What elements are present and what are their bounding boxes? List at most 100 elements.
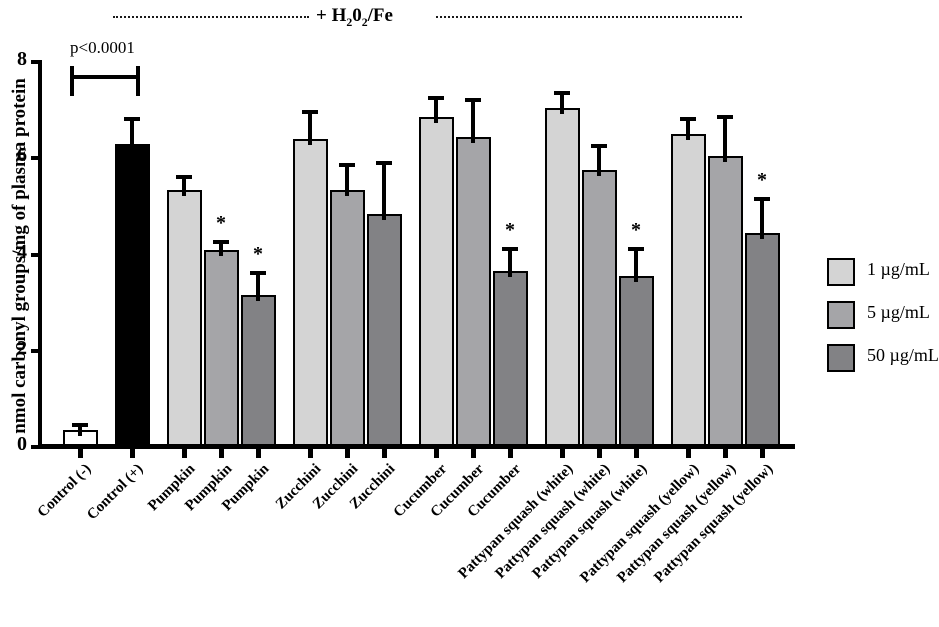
x-tick — [256, 449, 261, 458]
bar — [240, 295, 276, 446]
legend-swatch — [827, 301, 855, 329]
error-bar — [471, 98, 475, 143]
error-bar — [308, 110, 312, 145]
error-bar — [345, 163, 349, 196]
legend-swatch — [827, 344, 855, 372]
error-bar — [256, 271, 260, 302]
error-bar-cap — [428, 95, 444, 100]
bar — [492, 271, 528, 446]
x-tick — [760, 449, 765, 458]
error-bar — [560, 90, 564, 114]
error-bar — [597, 143, 601, 177]
bar — [670, 134, 706, 446]
error-bar-cap — [717, 114, 733, 119]
x-tick — [182, 449, 187, 458]
bar — [544, 107, 580, 446]
error-bar-cap — [250, 271, 266, 276]
bar — [292, 139, 328, 446]
error-bar-cap — [213, 240, 229, 245]
treatment-title-text: + H — [316, 5, 347, 26]
x-tick — [597, 449, 602, 458]
treatment-dotted-line-right — [436, 16, 742, 18]
error-bar — [182, 175, 186, 196]
x-axis-line — [38, 444, 795, 449]
y-axis-line — [38, 60, 42, 449]
error-bar-cap — [176, 175, 192, 180]
error-bar — [508, 247, 512, 278]
legend-swatch — [827, 258, 855, 286]
bar — [707, 155, 743, 446]
treatment-title: + H202/Fe — [316, 5, 393, 30]
x-tick — [382, 449, 387, 458]
x-tick — [686, 449, 691, 458]
error-bar — [760, 196, 764, 239]
y-tick-label: 4 — [17, 240, 27, 263]
error-bar — [723, 114, 727, 162]
error-bar-cap — [754, 196, 770, 201]
error-bar-cap — [376, 160, 392, 165]
bar — [618, 276, 654, 446]
y-tick-label: 8 — [17, 48, 27, 70]
error-bar — [634, 247, 638, 283]
x-tick — [308, 449, 313, 458]
significance-bracket-cap-right — [136, 66, 140, 96]
error-bar-cap — [680, 117, 696, 122]
significance-bracket-line — [70, 75, 140, 79]
bar — [166, 189, 202, 446]
y-tick-label: 2 — [17, 336, 27, 359]
error-bar — [78, 422, 82, 437]
bar — [744, 232, 780, 446]
bar — [455, 136, 491, 446]
error-bar-cap — [124, 117, 140, 122]
error-bar — [219, 240, 223, 256]
y-tick — [31, 252, 39, 257]
error-bar-cap — [72, 422, 88, 427]
error-bar-cap — [465, 98, 481, 103]
error-bar-cap — [302, 110, 318, 115]
error-bar-cap — [502, 247, 518, 252]
legend-item: 5 µg/mL — [827, 301, 939, 329]
treatment-dotted-line-left — [113, 16, 309, 18]
error-bar — [686, 117, 690, 141]
treatment-title-text: 0 — [352, 5, 362, 26]
x-tick — [434, 449, 439, 458]
legend-label: 1 µg/mL — [867, 259, 930, 279]
x-tick — [560, 449, 565, 458]
y-tick-label: 0 — [17, 433, 27, 455]
legend-label: 50 µg/mL — [867, 345, 939, 365]
x-tick — [345, 449, 350, 458]
x-tick — [78, 449, 83, 458]
treatment-title-text: /Fe — [367, 5, 393, 26]
error-bar — [130, 117, 134, 150]
significance-star: * — [757, 168, 767, 191]
significance-star: * — [505, 219, 515, 242]
x-tick — [219, 449, 224, 458]
bar — [329, 189, 365, 446]
error-bar-cap — [628, 247, 644, 252]
error-bar — [382, 160, 386, 220]
y-tick — [31, 348, 39, 353]
p-value-label: p<0.0001 — [70, 38, 135, 57]
y-tick — [31, 156, 39, 161]
x-tick — [508, 449, 513, 458]
bar — [114, 143, 150, 446]
error-bar-cap — [591, 143, 607, 148]
y-tick — [31, 445, 39, 449]
bar — [203, 249, 239, 446]
y-tick-label: 6 — [17, 144, 27, 167]
treatment-title-sub: 2 — [346, 15, 353, 29]
treatment-title-sub: 2 — [361, 15, 368, 29]
legend-item: 50 µg/mL — [827, 344, 939, 372]
x-tick — [634, 449, 639, 458]
significance-bracket-cap-left — [70, 66, 74, 96]
bar — [366, 213, 402, 446]
x-tick — [130, 449, 135, 458]
x-tick — [471, 449, 476, 458]
x-tick — [723, 449, 728, 458]
y-tick — [31, 60, 39, 64]
error-bar-cap — [554, 90, 570, 95]
significance-star: * — [253, 243, 263, 266]
legend-item: 1 µg/mL — [827, 258, 939, 286]
error-bar-cap — [339, 163, 355, 168]
